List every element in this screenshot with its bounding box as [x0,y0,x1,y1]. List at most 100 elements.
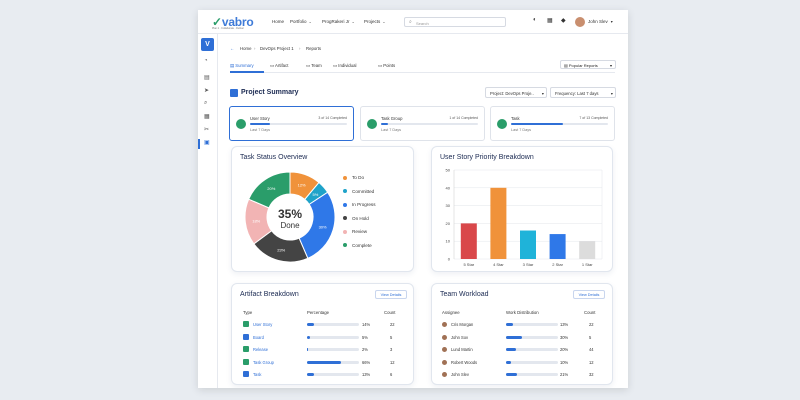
count-value: 22 [589,322,594,327]
view-details-button[interactable]: View Details [573,290,605,299]
workload-bar [506,348,558,351]
legend-item: Committed [343,189,374,194]
legend-item: To Do [343,175,364,180]
project-filter-dropdown[interactable]: Project: DevOps Proje.. ▾ [485,87,547,98]
bar-1-star[interactable] [579,241,596,259]
panel-title: Task Status Overview [240,154,308,161]
nav-prog[interactable]: ProgRakeri Jr ⌄ [322,19,355,24]
back-arrow-icon[interactable]: ← [230,46,235,51]
nav-projects[interactable]: Projects ⌄ [364,19,386,24]
legend-item: In Progress [343,202,376,207]
percentage-value: 2% [362,347,368,352]
column-header-work-distribution: Work Distribution [506,310,539,315]
dark-mode-icon[interactable]: ◐ [533,17,537,23]
summary-card-task[interactable]: Task 7 of 13 Completed Last 7 Days [490,106,615,141]
popular-reports-dropdown[interactable]: ▤ Popular Reports ▾ [560,60,616,69]
breadcrumb-home[interactable]: Home [240,46,252,51]
legend-label: Committed [352,188,375,194]
dashboard-icon[interactable]: ◔ [204,58,208,64]
grid-icon[interactable]: ▦ [547,18,553,24]
percentage-fill [307,335,310,339]
tab-individual[interactable]: ▭ Individual [333,63,357,68]
active-indicator [198,139,200,149]
artifact-type-link[interactable]: Task Group [253,359,274,365]
card-name: Task [511,116,520,121]
priority-panel: User Story Priority Breakdown 0 10 20 30 40 5… [431,146,613,272]
nav-home[interactable]: Home [272,19,285,24]
artifact-type-link[interactable]: User Story [253,322,273,327]
workload-bar [506,373,558,376]
view-details-button[interactable]: View Details [375,290,407,299]
app-logo[interactable]: ✓vabro [212,15,254,29]
donut-slice-in-progress[interactable] [298,191,336,259]
avatar[interactable] [575,17,585,27]
percentage-bar [307,373,359,376]
sidebar-logo[interactable]: V [201,38,214,51]
chevron-right-icon: › [254,46,256,51]
artifact-type-link[interactable]: Task [253,372,262,377]
percentage-value: 5% [362,334,368,340]
avatar [442,322,447,327]
card-count: 3 of 14 Completed [318,116,347,120]
bar-4-star[interactable] [490,187,507,259]
panel-title: Artifact Breakdown [240,291,299,298]
donut-center-value: 35% [278,207,302,221]
percentage-value: 14% [362,322,371,327]
artifact-panel: Artifact Breakdown View Details Type Per… [231,283,414,385]
legend-label: Review [352,229,368,234]
user-story-icon [236,119,246,129]
search-input[interactable]: ⌕ Search [404,17,506,27]
bar-3-star[interactable] [520,230,536,259]
assignee-name: Cris Morgan [451,322,474,327]
artifact-type-link[interactable]: Board [253,334,264,340]
page-title: Project Summary [241,89,299,96]
workload-percentage: 10% [560,359,569,365]
tab-team[interactable]: ▭ Team [306,63,322,68]
user-menu[interactable]: John Slev ▾ [588,19,613,24]
count-value: 5 [390,334,393,340]
artifact-type-icon [243,358,249,365]
search-icon[interactable]: ⌕ [204,100,208,106]
chevron-down-icon: ▾ [609,63,612,68]
tab-artifact[interactable]: ▭ Artifact [270,63,289,68]
bar-2-star[interactable] [549,234,566,259]
column-header-type: Type [243,310,253,315]
breadcrumb-current: Reports [306,46,322,51]
artifact-type-link[interactable]: Release [253,347,269,352]
send-icon[interactable]: ➤ [204,88,210,94]
bar-5-star[interactable] [460,223,477,259]
x-tick-label: 5 Star [463,262,474,267]
reports-icon[interactable]: ▣ [204,140,210,146]
donut-slice-complete[interactable] [248,171,291,209]
board-icon[interactable]: ▤ [204,75,210,81]
card-period: Last 7 Days [511,128,532,132]
legend-label: To Do [352,175,364,180]
artifact-type-icon [243,346,249,352]
legend-dot [343,202,347,207]
tab-points[interactable]: ▭ Points [378,63,396,68]
tools-icon[interactable]: ✂ [204,127,210,133]
summary-card-user-story[interactable]: User Story 3 of 14 Completed Last 7 Days [229,106,354,141]
frequency-filter-dropdown[interactable]: Frequency: Last 7 days ▾ [550,87,616,98]
workload-fill [506,360,512,364]
workload-percentage: 13% [560,322,569,327]
breadcrumb-project[interactable]: DevOps Project 1 [260,46,294,51]
count-value: 32 [589,372,594,377]
avatar [442,372,447,377]
progress-bar [381,123,478,125]
tab-summary[interactable]: ▤ Summary [230,63,254,68]
percentage-bar [307,360,359,364]
slice-label: 30% [319,224,327,229]
project-summary-icon [230,89,238,97]
nav-portfolio[interactable]: Portfolio ⌄ [290,19,312,24]
panel-title: Team Workload [440,291,489,298]
legend-label: On Hold [352,215,369,221]
column-header-percentage: Percentage [307,310,329,315]
card-count: 7 of 13 Completed [579,116,608,120]
calendar-icon[interactable]: ▦ [204,114,210,120]
search-icon: ⌕ [409,19,412,25]
count-value: 12 [589,359,594,365]
summary-card-task-group[interactable]: Task Group 1 of 14 Completed Last 7 Days [360,106,485,141]
legend-item: On Hold [343,216,369,221]
bell-icon[interactable]: ◆ [561,18,566,24]
